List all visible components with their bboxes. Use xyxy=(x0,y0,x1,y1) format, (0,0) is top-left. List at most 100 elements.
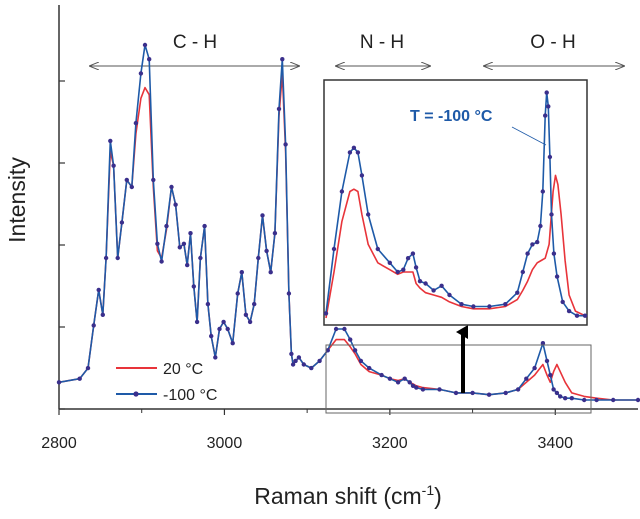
main-series-minus100c-point xyxy=(264,248,269,254)
inset-series-minus100c-point xyxy=(471,304,476,309)
inset-series-minus100c-line xyxy=(325,91,585,317)
inset-series-minus100c-point xyxy=(339,189,345,194)
inset-annotation: T = -100 °C xyxy=(410,108,493,125)
main-series-minus100c-point xyxy=(272,231,278,236)
region-oh-label: O - H xyxy=(530,32,575,53)
main-series-minus100c-point xyxy=(56,380,62,385)
main-series-minus100c-point xyxy=(164,223,169,229)
inset-series-minus100c-point xyxy=(515,290,520,295)
main-series-minus100c-point xyxy=(276,106,282,112)
main-series-minus100c-point xyxy=(213,355,218,360)
main-series-minus100c-point xyxy=(230,341,235,346)
main-series-minus100c-point xyxy=(551,387,556,392)
x-axis-title: Raman shift (cm-1) xyxy=(254,482,442,509)
inset-frame xyxy=(323,79,588,326)
main-series-minus100c-point xyxy=(119,220,125,225)
main-series-minus100c-point xyxy=(554,390,560,396)
inset-series-minus100c-point xyxy=(375,246,380,252)
main-series-minus100c-point xyxy=(524,376,529,381)
inset-series-minus100c-point xyxy=(347,150,353,155)
main-series-minus100c-point xyxy=(124,177,129,183)
inset-series-minus100c-point xyxy=(355,150,361,155)
main-series-minus100c-point xyxy=(569,396,574,401)
inset-series-minus100c-point xyxy=(503,302,508,307)
inset-series-minus100c-point xyxy=(331,246,337,252)
main-series-minus100c-point xyxy=(407,380,412,385)
inset-series-minus100c-point xyxy=(560,299,565,305)
main-series-minus100c-point xyxy=(221,319,226,325)
region-ch-label: C - H xyxy=(173,32,217,53)
inset-series-minus100c-point xyxy=(417,279,423,284)
x-tick-label-3400: 3400 xyxy=(537,435,573,452)
main-series-minus100c-point xyxy=(108,138,113,144)
main-series-minus100c-point xyxy=(635,397,640,403)
main-series-minus100c-point xyxy=(582,397,587,403)
inset-series-minus100c-point xyxy=(546,104,551,109)
main-series-minus100c-point xyxy=(173,202,178,207)
main-series-minus100c-point xyxy=(239,270,244,275)
y-axis-title: Intensity xyxy=(4,157,30,243)
main-series-minus100c-point xyxy=(333,326,339,332)
main-series-minus100c-point xyxy=(342,326,347,332)
main-series-minus100c-point xyxy=(544,358,550,364)
inset-series-minus100c-point xyxy=(439,283,444,288)
main-series-minus100c-point xyxy=(142,42,148,48)
main-series-minus100c-point xyxy=(325,348,330,353)
main-series-minus100c-point xyxy=(290,362,296,367)
main-series-minus100c-point xyxy=(103,255,109,261)
inset-series-minus100c-point xyxy=(566,308,572,314)
main-series-minus100c-point xyxy=(129,184,134,190)
inset-series-minus100c-point xyxy=(540,189,545,194)
main-series-minus100c-point xyxy=(96,287,101,293)
main-series-minus100c-point xyxy=(256,255,261,261)
main-series-minus100c-point xyxy=(470,390,475,396)
main-series-minus100c-point xyxy=(611,397,616,403)
x-tick-label-3200: 3200 xyxy=(372,435,408,452)
main-series-minus100c-point xyxy=(133,120,139,126)
inset-series-minus100c-point xyxy=(366,212,371,217)
x-axis-title-close: ) xyxy=(434,483,442,509)
x-axis-title-superscript: -1 xyxy=(422,482,435,498)
main-series-minus100c-point xyxy=(414,385,419,390)
region-markers: C - H N - H O - H xyxy=(90,32,624,66)
main-series-minus100c-point xyxy=(247,319,253,325)
main-series-minus100c-point xyxy=(387,376,393,381)
main-plot-series xyxy=(56,42,640,403)
main-series-minus100c-line xyxy=(58,44,638,401)
main-series-minus100c-point xyxy=(205,301,211,307)
inset-series-minus100c-point xyxy=(431,288,436,293)
main-series-minus100c-point xyxy=(540,341,546,346)
main-series-minus100c-point xyxy=(558,394,563,399)
main-series-minus100c-point xyxy=(286,291,292,296)
main-series-minus100c-point xyxy=(252,301,257,307)
inset-series-minus100c-point xyxy=(459,302,464,307)
main-series-minus100c-point xyxy=(260,213,265,218)
main-series-minus100c-point xyxy=(111,163,116,168)
legend-label-minus100c: -100 °C xyxy=(163,387,217,404)
inset-series-20c-line xyxy=(325,174,586,319)
main-series-minus100c-point xyxy=(301,362,306,367)
inset-series-minus100c-point xyxy=(554,274,560,279)
inset-series-minus100c-point xyxy=(405,256,411,261)
inset-series-minus100c-point xyxy=(401,267,406,272)
region-nh-label: N - H xyxy=(360,32,404,53)
inset-series-minus100c-point xyxy=(574,313,580,318)
main-series-minus100c-point xyxy=(453,390,459,396)
main-series-minus100c-point xyxy=(280,57,285,62)
main-series-minus100c-point xyxy=(194,319,200,325)
inset-series-minus100c-point xyxy=(520,269,525,275)
main-series-minus100c-point xyxy=(155,241,160,246)
x-tick-label-3000: 3000 xyxy=(207,435,243,452)
main-series-minus100c-point xyxy=(235,291,240,296)
main-series-minus100c-point xyxy=(358,358,364,364)
main-series-minus100c-point xyxy=(348,337,353,342)
main-series-minus100c-point xyxy=(367,365,372,371)
main-series-minus100c-point xyxy=(85,365,91,371)
inset-series xyxy=(323,90,588,319)
main-series-minus100c-point xyxy=(225,326,230,332)
main-series-minus100c-point xyxy=(515,387,521,392)
main-series-minus100c-point xyxy=(395,380,401,385)
main-series-minus100c-point xyxy=(532,365,537,371)
inset-series-minus100c-point xyxy=(447,292,452,298)
